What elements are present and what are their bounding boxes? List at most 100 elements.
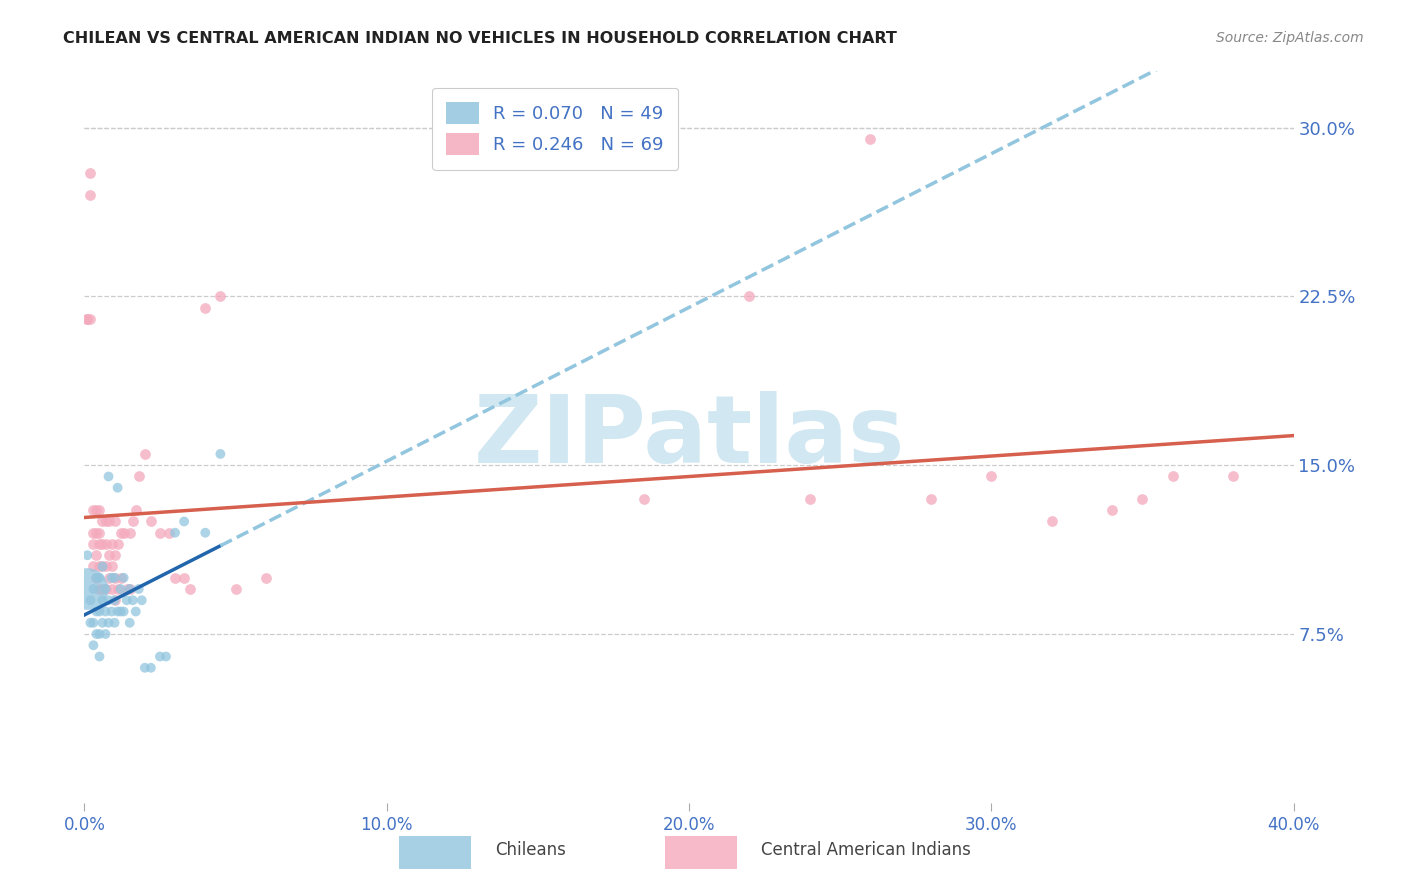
Point [1161, 469, 1184, 483]
Point [121, 515, 143, 529]
Text: Source: ZipAtlas.com: Source: ZipAtlas.com [1216, 31, 1364, 45]
Point [91, 593, 114, 607]
Point [128, 469, 150, 483]
Point [91, 582, 114, 596]
Point [91, 615, 114, 630]
Point [100, 571, 122, 585]
Point [89, 503, 111, 517]
Point [112, 571, 135, 585]
Point [125, 605, 148, 619]
Point [94, 559, 117, 574]
Point [125, 503, 148, 517]
Point [165, 571, 187, 585]
Point [738, 289, 761, 303]
Point [104, 515, 127, 529]
Bar [665, 836, 737, 869]
Point [89, 537, 111, 551]
Point [94, 582, 117, 596]
Point [149, 525, 172, 540]
Point [91, 515, 114, 529]
Point [920, 491, 942, 506]
Legend: R = 0.070   N = 49, R = 0.246   N = 69: R = 0.070 N = 49, R = 0.246 N = 69 [432, 87, 678, 169]
Point [128, 582, 150, 596]
Point [97, 548, 120, 562]
Point [94, 605, 117, 619]
Point [76, 582, 98, 596]
Point [100, 582, 122, 596]
Point [89, 627, 111, 641]
Point [118, 615, 141, 630]
Point [86, 571, 108, 585]
Point [131, 593, 153, 607]
Point [980, 469, 1002, 483]
Point [82, 559, 104, 574]
Point [209, 289, 232, 303]
Point [91, 559, 114, 574]
Text: Central American Indians: Central American Indians [762, 841, 972, 859]
Point [149, 649, 172, 664]
Point [82, 503, 104, 517]
Point [97, 615, 120, 630]
Point [633, 491, 655, 506]
Bar [399, 836, 471, 869]
Point [86, 548, 108, 562]
Point [86, 571, 108, 585]
Point [82, 638, 104, 652]
Point [121, 593, 143, 607]
Point [89, 582, 111, 596]
Point [94, 537, 117, 551]
Point [107, 605, 129, 619]
Point [194, 301, 217, 315]
Point [179, 582, 201, 596]
Point [799, 491, 821, 506]
Point [110, 605, 132, 619]
Point [107, 582, 129, 596]
Point [104, 615, 127, 630]
Point [157, 525, 180, 540]
Point [100, 605, 122, 619]
Point [254, 571, 277, 585]
Point [107, 537, 129, 551]
Point [194, 525, 217, 540]
Point [225, 582, 247, 596]
Point [76, 312, 98, 326]
Point [97, 469, 120, 483]
Point [86, 525, 108, 540]
Point [100, 537, 122, 551]
Point [104, 571, 127, 585]
Point [82, 537, 104, 551]
Point [91, 537, 114, 551]
Point [100, 559, 122, 574]
Point [89, 571, 111, 585]
Point [155, 649, 177, 664]
Point [209, 447, 232, 461]
Point [165, 525, 187, 540]
Point [112, 525, 135, 540]
Point [118, 582, 141, 596]
Point [110, 571, 132, 585]
Point [173, 515, 195, 529]
Text: CHILEAN VS CENTRAL AMERICAN INDIAN NO VEHICLES IN HOUSEHOLD CORRELATION CHART: CHILEAN VS CENTRAL AMERICAN INDIAN NO VE… [63, 31, 897, 46]
Point [859, 132, 882, 146]
Point [86, 605, 108, 619]
Point [79, 615, 101, 630]
Point [94, 627, 117, 641]
Point [79, 166, 101, 180]
Point [115, 582, 138, 596]
Point [115, 593, 138, 607]
Point [104, 548, 127, 562]
Point [82, 615, 104, 630]
Point [94, 515, 117, 529]
Text: ZIPatlas: ZIPatlas [474, 391, 904, 483]
Point [97, 571, 120, 585]
Point [104, 593, 127, 607]
Text: Chileans: Chileans [495, 841, 567, 859]
Point [94, 582, 117, 596]
Point [134, 447, 156, 461]
Point [1101, 503, 1123, 517]
Point [134, 661, 156, 675]
Point [79, 188, 101, 202]
Point [89, 559, 111, 574]
Point [91, 559, 114, 574]
Point [110, 582, 132, 596]
